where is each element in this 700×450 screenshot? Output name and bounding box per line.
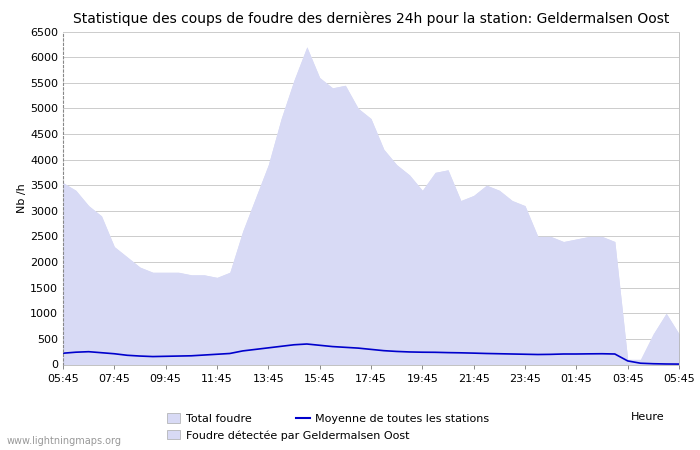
- Text: Heure: Heure: [631, 412, 665, 422]
- Legend: Foudre détectée par Geldermalsen Oost: Foudre détectée par Geldermalsen Oost: [167, 430, 410, 441]
- Y-axis label: Nb /h: Nb /h: [18, 183, 27, 213]
- Title: Statistique des coups de foudre des dernières 24h pour la station: Geldermalsen : Statistique des coups de foudre des dern…: [73, 12, 669, 26]
- Text: www.lightningmaps.org: www.lightningmaps.org: [7, 436, 122, 446]
